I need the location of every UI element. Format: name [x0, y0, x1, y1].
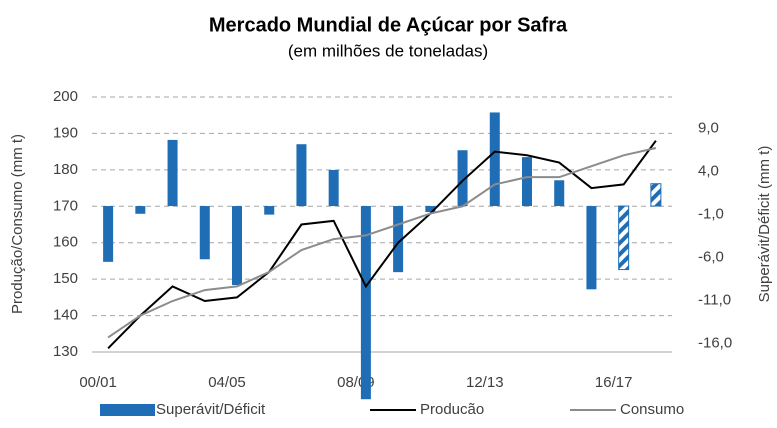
x-tick-label: 16/17: [595, 374, 633, 391]
y-tick-label: 150: [53, 270, 78, 287]
x-tick-label: 12/13: [466, 374, 504, 391]
x-tick-label: 00/01: [79, 374, 117, 391]
bar: [328, 169, 339, 207]
bar: [618, 205, 630, 271]
y-tick-label: 180: [53, 161, 78, 178]
bar: [232, 206, 242, 286]
y2-tick-label: 4,0: [698, 163, 719, 180]
bar: [135, 206, 146, 214]
bar: [650, 183, 662, 207]
bar: [489, 112, 500, 207]
y2-tick-label: -1,0: [698, 206, 724, 223]
legend-label: Superávit/Déficit: [156, 401, 266, 418]
line: [107, 147, 657, 339]
y2-tick-label: -11,0: [698, 291, 731, 308]
bar: [522, 157, 532, 207]
y2-tick-label: -6,0: [698, 249, 724, 266]
y-tick-label: 170: [53, 197, 78, 214]
y-axis-label: Produção/Consumo (mm t): [9, 134, 26, 314]
y2-axis-label: Superávit/Déficit (mm t): [756, 146, 773, 303]
bar: [457, 150, 468, 207]
bar: [264, 206, 275, 215]
bar: [425, 206, 436, 213]
y-tick-label: 160: [53, 234, 78, 251]
legend-swatch: [100, 404, 155, 416]
chart-title: Mercado Mundial de Açúcar por Safra: [209, 14, 568, 36]
bar: [360, 206, 371, 400]
y2-tick-label: 9,0: [698, 120, 719, 137]
x-tick-label: 04/05: [208, 374, 246, 391]
chart-subtitle: (em milhões de toneladas): [288, 41, 488, 60]
bar: [554, 180, 565, 207]
y-tick-label: 200: [53, 88, 78, 105]
bar: [393, 206, 404, 273]
y2-tick-label: -16,0: [698, 334, 732, 351]
bar: [103, 206, 114, 262]
legend-label: Consumo: [620, 401, 684, 418]
line: [107, 140, 657, 350]
bar: [167, 139, 178, 207]
bar: [296, 144, 307, 207]
legend-label: Producão: [420, 401, 484, 418]
bar: [199, 206, 210, 260]
bar: [586, 206, 597, 290]
y-tick-label: 130: [53, 343, 78, 360]
y-tick-label: 190: [53, 124, 78, 141]
y-tick-label: 140: [53, 307, 78, 324]
